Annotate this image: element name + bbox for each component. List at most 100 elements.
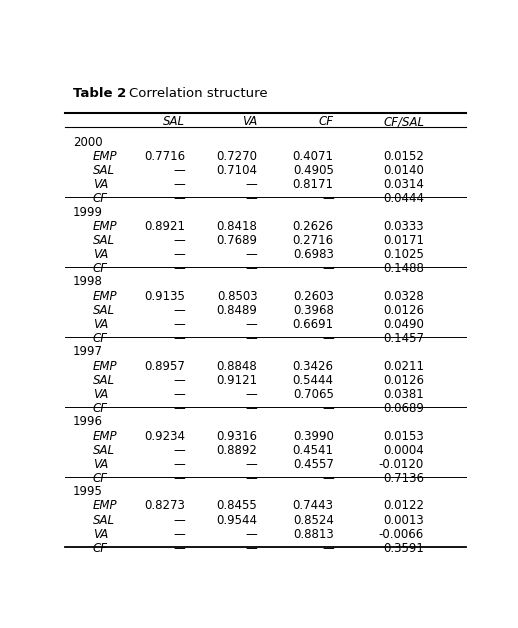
- Text: 0.8848: 0.8848: [217, 360, 257, 372]
- Text: VA: VA: [93, 528, 108, 541]
- Text: —: —: [174, 262, 185, 275]
- Text: —: —: [174, 248, 185, 261]
- Text: 0.7270: 0.7270: [217, 149, 257, 163]
- Text: CF: CF: [93, 472, 108, 485]
- Text: 0.0013: 0.0013: [383, 514, 424, 527]
- Text: —: —: [246, 318, 257, 331]
- Text: VA: VA: [93, 178, 108, 191]
- Text: 0.8171: 0.8171: [293, 178, 334, 191]
- Text: —: —: [246, 472, 257, 485]
- Text: 0.0153: 0.0153: [383, 430, 424, 443]
- Text: 0.1488: 0.1488: [383, 262, 424, 275]
- Text: 0.0140: 0.0140: [383, 164, 424, 177]
- Text: 1999: 1999: [73, 205, 103, 219]
- Text: -0.0120: -0.0120: [379, 458, 424, 471]
- Text: 1996: 1996: [73, 415, 103, 428]
- Text: 0.4071: 0.4071: [293, 149, 334, 163]
- Text: —: —: [322, 542, 334, 555]
- Text: 0.8892: 0.8892: [217, 443, 257, 457]
- Text: 0.8455: 0.8455: [217, 499, 257, 512]
- Text: SAL: SAL: [93, 234, 115, 247]
- Text: 0.0333: 0.0333: [383, 220, 424, 232]
- Text: Correlation structure: Correlation structure: [129, 87, 268, 100]
- Text: —: —: [246, 192, 257, 205]
- Text: —: —: [322, 262, 334, 275]
- Text: 0.9544: 0.9544: [217, 514, 257, 527]
- Text: SAL: SAL: [93, 514, 115, 527]
- Text: 0.2716: 0.2716: [293, 234, 334, 247]
- Text: 0.7136: 0.7136: [383, 472, 424, 485]
- Text: SAL: SAL: [93, 164, 115, 177]
- Text: —: —: [174, 528, 185, 541]
- Text: 0.3968: 0.3968: [293, 304, 334, 317]
- Text: —: —: [322, 192, 334, 205]
- Text: 1997: 1997: [73, 345, 103, 359]
- Text: EMP: EMP: [93, 149, 118, 163]
- Text: VA: VA: [93, 248, 108, 261]
- Text: 0.7689: 0.7689: [217, 234, 257, 247]
- Text: 0.8921: 0.8921: [144, 220, 185, 232]
- Text: —: —: [174, 234, 185, 247]
- Text: EMP: EMP: [93, 290, 118, 303]
- Text: 0.9121: 0.9121: [217, 374, 257, 387]
- Text: —: —: [174, 443, 185, 457]
- Text: 0.0171: 0.0171: [383, 234, 424, 247]
- Text: 0.8524: 0.8524: [293, 514, 334, 527]
- Text: CF/SAL: CF/SAL: [383, 115, 424, 128]
- Text: —: —: [174, 332, 185, 345]
- Text: —: —: [174, 318, 185, 331]
- Text: —: —: [174, 388, 185, 401]
- Text: 0.9316: 0.9316: [217, 430, 257, 443]
- Text: EMP: EMP: [93, 360, 118, 372]
- Text: —: —: [322, 332, 334, 345]
- Text: —: —: [174, 458, 185, 471]
- Text: VA: VA: [242, 115, 257, 128]
- Text: —: —: [174, 304, 185, 317]
- Text: 0.1025: 0.1025: [383, 248, 424, 261]
- Text: 0.4905: 0.4905: [293, 164, 334, 177]
- Text: 0.4557: 0.4557: [293, 458, 334, 471]
- Text: —: —: [246, 262, 257, 275]
- Text: EMP: EMP: [93, 430, 118, 443]
- Text: 0.0689: 0.0689: [383, 402, 424, 415]
- Text: 0.0126: 0.0126: [383, 374, 424, 387]
- Text: 0.8957: 0.8957: [145, 360, 185, 372]
- Text: 0.0490: 0.0490: [383, 318, 424, 331]
- Text: CF: CF: [93, 192, 108, 205]
- Text: 0.2626: 0.2626: [293, 220, 334, 232]
- Text: SAL: SAL: [93, 374, 115, 387]
- Text: —: —: [322, 472, 334, 485]
- Text: VA: VA: [93, 388, 108, 401]
- Text: —: —: [174, 402, 185, 415]
- Text: SAL: SAL: [93, 443, 115, 457]
- Text: CF: CF: [93, 402, 108, 415]
- Text: 0.8418: 0.8418: [217, 220, 257, 232]
- Text: 0.0444: 0.0444: [383, 192, 424, 205]
- Text: 0.8489: 0.8489: [217, 304, 257, 317]
- Text: —: —: [174, 178, 185, 191]
- Text: —: —: [174, 542, 185, 555]
- Text: 0.0381: 0.0381: [383, 388, 424, 401]
- Text: 0.8273: 0.8273: [145, 499, 185, 512]
- Text: CF: CF: [93, 262, 108, 275]
- Text: 0.7104: 0.7104: [217, 164, 257, 177]
- Text: —: —: [174, 192, 185, 205]
- Text: CF: CF: [319, 115, 334, 128]
- Text: —: —: [174, 374, 185, 387]
- Text: 1998: 1998: [73, 276, 103, 288]
- Text: —: —: [246, 248, 257, 261]
- Text: CF: CF: [93, 332, 108, 345]
- Text: SAL: SAL: [163, 115, 185, 128]
- Text: 0.6983: 0.6983: [293, 248, 334, 261]
- Text: 0.3591: 0.3591: [383, 542, 424, 555]
- Text: 0.0004: 0.0004: [383, 443, 424, 457]
- Text: 0.4541: 0.4541: [293, 443, 334, 457]
- Text: 0.5444: 0.5444: [293, 374, 334, 387]
- Text: 0.3426: 0.3426: [293, 360, 334, 372]
- Text: 0.7716: 0.7716: [144, 149, 185, 163]
- Text: 0.0314: 0.0314: [383, 178, 424, 191]
- Text: 2000: 2000: [73, 136, 103, 149]
- Text: 0.2603: 0.2603: [293, 290, 334, 303]
- Text: —: —: [174, 164, 185, 177]
- Text: CF: CF: [93, 542, 108, 555]
